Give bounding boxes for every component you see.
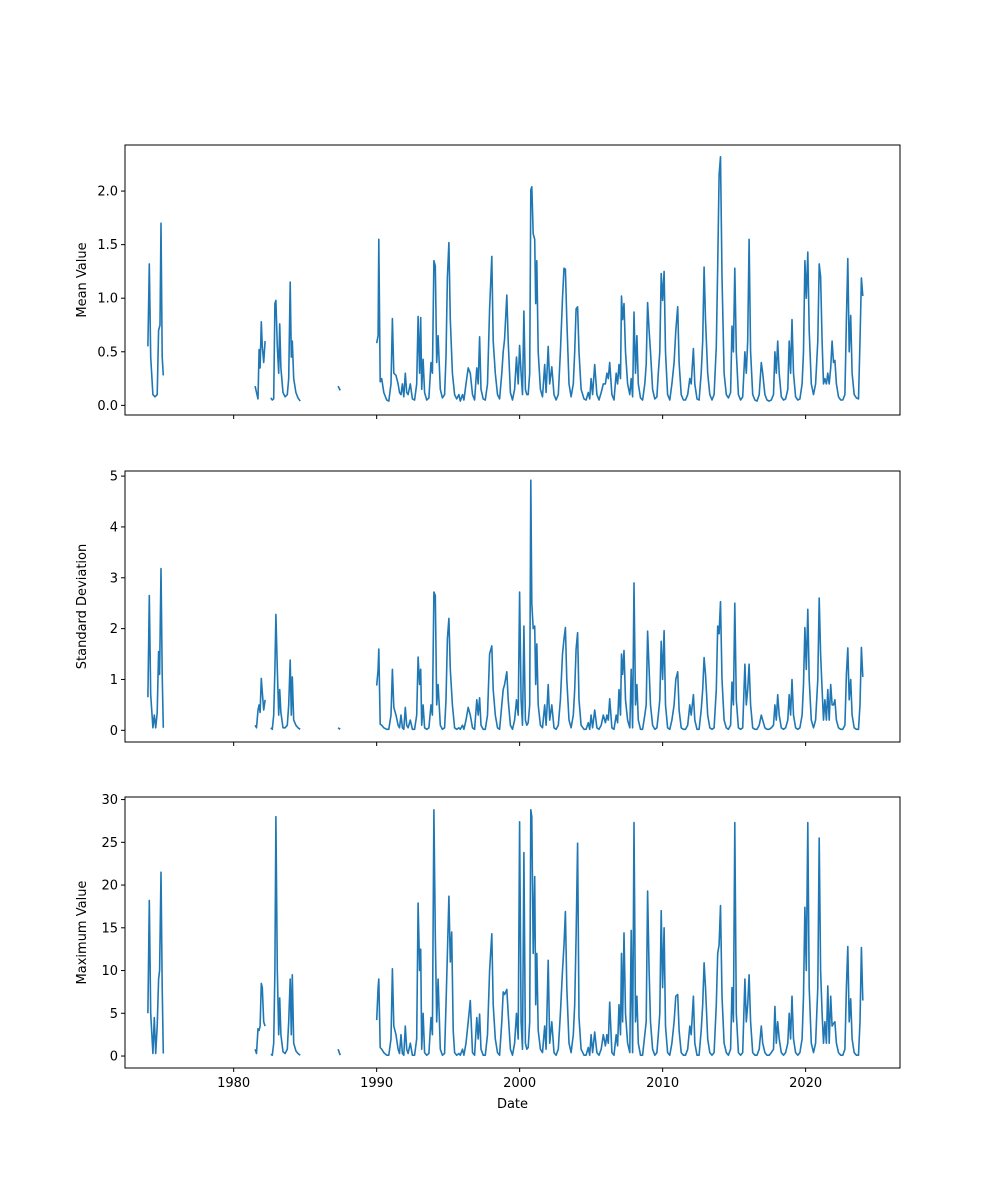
axes-frame (124, 144, 901, 416)
y-tick-label: 0.0 (97, 399, 118, 414)
y-tick-label: 15 (101, 921, 118, 936)
y-tick-label: 25 (101, 836, 118, 851)
y-tick-label: 20 (101, 879, 118, 894)
y-tick-label: 0 (110, 724, 118, 739)
series-line-segment-3 (270, 281, 301, 402)
x-axis-label: Date (497, 1097, 528, 1112)
series-line-segment-3 (270, 613, 301, 731)
y-tick-label: 5 (110, 470, 118, 485)
x-tick-label: 1980 (217, 1076, 250, 1091)
subplots: 0.0 0.5 1.0 1.5 2.0 Mean Value 0 1 2 3 4 5 Standard … (75, 144, 901, 1112)
y-axis-label: Standard Deviation (75, 544, 90, 669)
y-axis-label: Mean Value (75, 242, 90, 317)
series-line-segment-3 (270, 815, 301, 1056)
y-tick-label: 0.5 (97, 345, 118, 360)
y-axis-label: Maximum Value (75, 881, 90, 985)
subplot-2: 0 1 2 3 4 5 Standard Deviation (75, 470, 901, 746)
x-tick-label: 2000 (503, 1076, 536, 1091)
series-line-segment-5 (375, 156, 864, 402)
y-tick-label: 5 (110, 1007, 118, 1022)
subplot-1: 0.0 0.5 1.0 1.5 2.0 Mean Value (75, 144, 901, 419)
x-tick-label: 2010 (646, 1076, 679, 1091)
y-tick-label: 3 (110, 571, 118, 586)
series-line-segment-1 (147, 567, 165, 729)
series-line-segment-2 (254, 321, 266, 400)
series-line-segment-5 (375, 809, 864, 1056)
series-line-segment-2 (254, 982, 266, 1055)
series-line-segment-5 (375, 479, 864, 731)
subplot-3: 0 5 10 15 20 25 30 1980 1990 2000 2010 2020 Maximum … (75, 793, 901, 1112)
axes-frame (124, 796, 901, 1069)
y-tick-label: 1 (110, 673, 118, 688)
series-line-segment-4 (337, 385, 341, 391)
x-tick-label: 2020 (789, 1076, 822, 1091)
axes-frame (124, 470, 901, 743)
series-line-segment-1 (147, 871, 165, 1055)
y-tick-label: 10 (101, 964, 118, 979)
y-tick-label: 4 (110, 520, 118, 535)
x-tick-label: 1990 (360, 1076, 393, 1091)
series-line-segment-2 (254, 677, 266, 729)
y-tick-label: 2.0 (97, 185, 118, 200)
series-line-segment-1 (147, 222, 165, 398)
y-tick-label: 1.5 (97, 238, 118, 253)
y-tick-label: 2 (110, 622, 118, 637)
series-line-segment-4 (337, 1048, 341, 1056)
series-line-segment-4 (337, 727, 341, 730)
y-tick-label: 1.0 (97, 292, 118, 307)
y-tick-label: 0 (110, 1050, 118, 1065)
y-tick-label: 30 (101, 793, 118, 808)
